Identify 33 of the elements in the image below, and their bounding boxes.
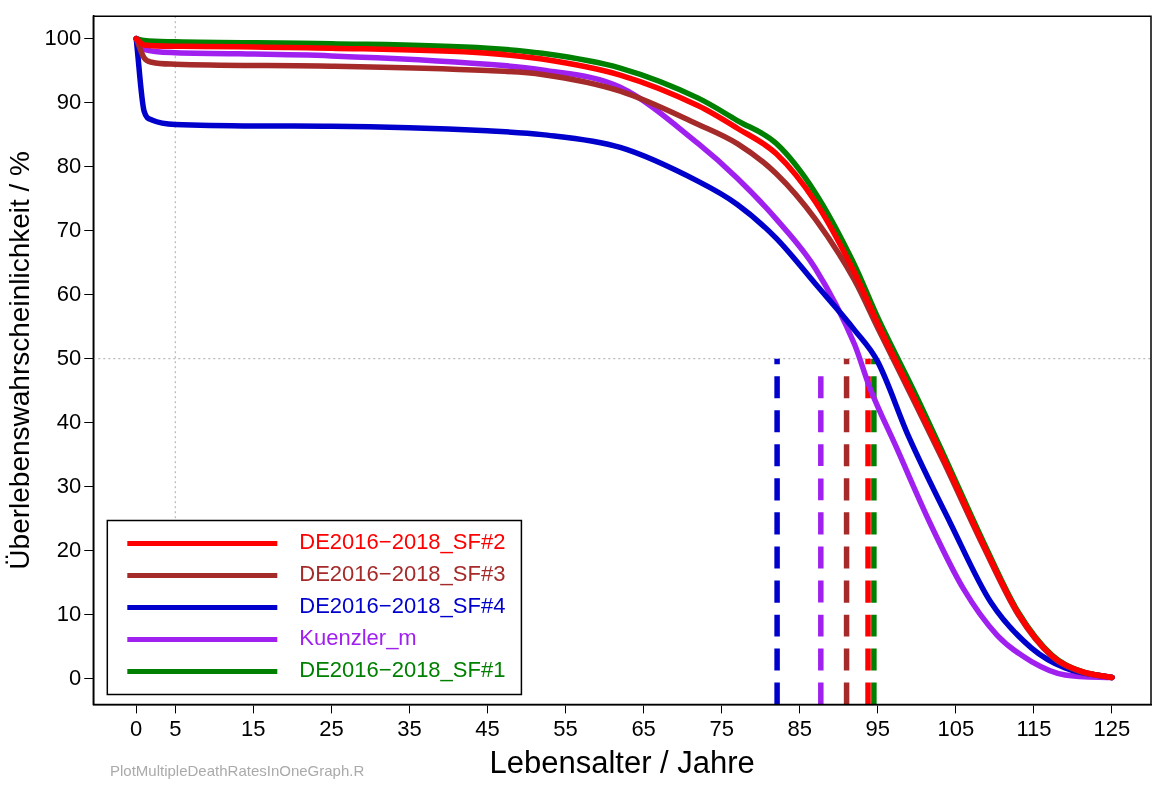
y-axis-title: Überlebenswahrscheinlichkeit / % [3, 150, 35, 570]
y-tick-label: 50 [56, 344, 82, 370]
text: Kuenzler_m [299, 625, 417, 651]
text: DE2016−2018_SF#3 [299, 561, 506, 587]
y-tick-label: 20 [56, 536, 82, 562]
x-tick-label: 105 [937, 715, 975, 741]
x-tick-label: 65 [631, 715, 656, 741]
x-tick-label: 15 [241, 715, 266, 741]
y-tick-label: 100 [44, 24, 82, 50]
x-tick-label: 0 [130, 715, 143, 741]
x-axis-title: Lebensalter / Jahre [489, 744, 755, 780]
y-tick-label: 60 [56, 280, 82, 306]
text: DE2016−2018_SF#4 [299, 593, 506, 619]
x-tick-label: 95 [865, 715, 891, 741]
text: DE2016−2018_SF#1 [299, 657, 506, 683]
text: PlotMultipleDeathRatesInOneGraph.R [110, 762, 365, 779]
x-tick-label: 75 [709, 715, 734, 741]
x-tick-label: 115 [1016, 715, 1052, 741]
x-tick-label: 55 [553, 715, 578, 741]
x-tick-label: 125 [1093, 715, 1131, 741]
y-tick-label: 90 [56, 88, 82, 114]
y-tick-label: 40 [56, 408, 82, 434]
y-tick-label: 70 [56, 216, 82, 242]
y-tick-label: 0 [69, 664, 82, 690]
x-tick-label: 25 [319, 715, 344, 741]
text: DE2016−2018_SF#2 [299, 529, 506, 555]
x-tick-label: 35 [397, 715, 422, 741]
y-tick-label: 10 [56, 600, 82, 626]
x-tick-label: 5 [169, 715, 182, 741]
y-tick-label: 80 [56, 152, 82, 178]
x-tick-label: 85 [787, 715, 812, 741]
y-tick-label: 30 [56, 472, 82, 498]
x-tick-label: 45 [475, 715, 500, 741]
